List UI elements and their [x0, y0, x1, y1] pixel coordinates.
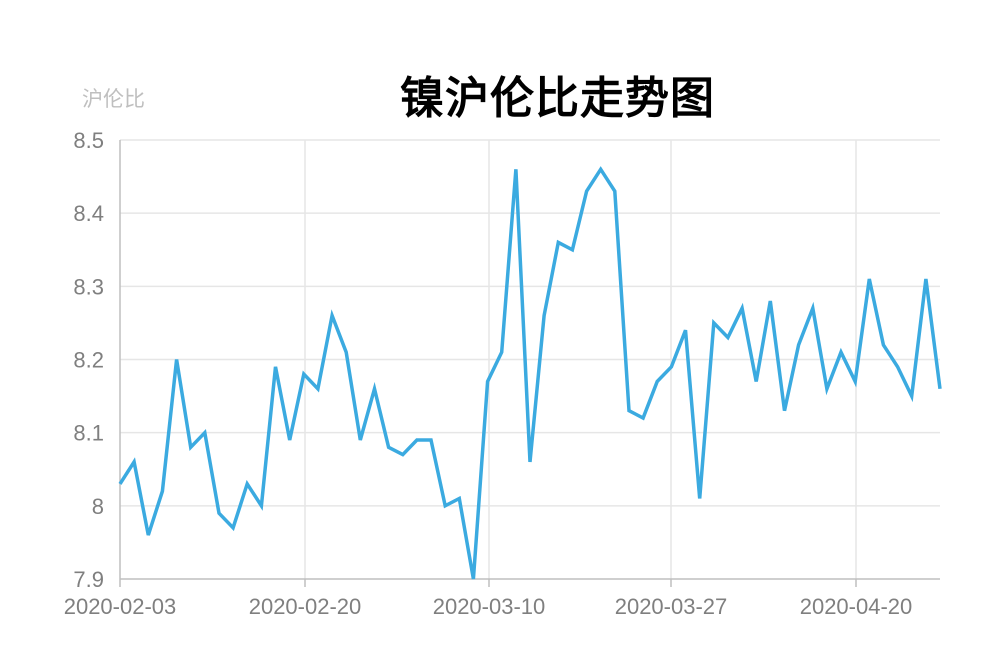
x-tick-label: 2020-03-10: [433, 594, 546, 619]
y-tick-label: 8.3: [73, 274, 104, 299]
x-tick-label: 2020-04-20: [800, 594, 913, 619]
y-tick-label: 7.9: [73, 567, 104, 592]
y-tick-label: 8: [92, 494, 104, 519]
x-tick-label: 2020-02-20: [249, 594, 362, 619]
y-tick-label: 8.2: [73, 348, 104, 373]
chart-title: 镍沪伦比走势图: [400, 73, 715, 124]
y-tick-label: 8.1: [73, 421, 104, 446]
y-tick-label: 8.4: [73, 201, 104, 226]
x-tick-label: 2020-03-27: [615, 594, 728, 619]
y-tick-label: 8.5: [73, 128, 104, 153]
series-line: [118, 166, 942, 580]
y-axis-title: 沪伦比: [82, 87, 145, 111]
x-tick-label: 2020-02-03: [64, 594, 177, 619]
